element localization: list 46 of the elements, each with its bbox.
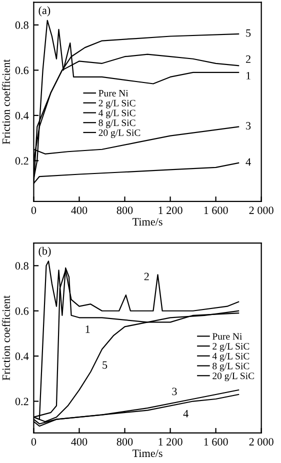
x-tick-label: 1 600 (204, 206, 228, 214)
annotation: 5 (102, 361, 108, 369)
legend-label: Pure Ni (98, 90, 128, 97)
legend-label: 4 g/L SiC (98, 110, 136, 118)
legend-label: 8 g/L SiC (98, 120, 136, 128)
annotation: 4 (246, 158, 251, 166)
annotation: 1 (246, 72, 250, 80)
x-tick-label: 400 (71, 206, 88, 214)
x-tick-label: 0 (31, 438, 36, 446)
y-tick-label: 0.4 (15, 112, 29, 120)
x-axis-title: Time/s (132, 450, 162, 458)
x-tick-label: 1 600 (204, 438, 228, 446)
annotation: 4 (183, 410, 188, 418)
y-tick-label: 0.4 (15, 352, 29, 360)
y-tick-label: 0.2 (15, 398, 28, 406)
annotation: 3 (246, 122, 251, 130)
y-tick-label: 0.2 (15, 157, 28, 165)
legend-label: 20 g/L SiC (212, 372, 254, 382)
legend-label: 20 g/L SiC (98, 129, 140, 138)
y-tick-label: 0.6 (15, 66, 29, 74)
x-tick-label: 800 (116, 438, 133, 446)
x-tick-label: 2 000 (249, 206, 274, 214)
legend-label: 2 g/L SiC (212, 343, 250, 352)
legend-label: 8 g/L SiC (212, 362, 250, 372)
x-tick-label: 800 (116, 206, 133, 214)
annotation: (a) (38, 6, 50, 16)
y-axis-title: Friction coefficient (2, 295, 10, 380)
y-tick-label: 0.8 (15, 262, 28, 270)
y-tick-label: 0.8 (15, 21, 28, 29)
annotation: (b) (38, 246, 51, 257)
legend-label: Pure Ni (212, 333, 242, 340)
y-tick-label: 0.6 (15, 307, 29, 315)
annotation: 5 (246, 29, 251, 37)
annotation: 1 (86, 325, 90, 333)
x-tick-label: 1 200 (158, 206, 182, 214)
annotation: 2 (246, 55, 250, 63)
x-tick-label: 400 (71, 438, 88, 446)
annotation: 3 (172, 388, 177, 396)
x-tick-label: 1 200 (158, 438, 182, 446)
annotation: 2 (144, 272, 149, 280)
x-tick-label: 2 000 (249, 438, 274, 446)
x-axis-title: Time/s (132, 218, 162, 226)
legend-label: 2 g/L SiC (98, 100, 136, 108)
y-axis-title: Friction coefficient (2, 59, 10, 144)
x-tick-label: 0 (31, 206, 36, 214)
legend-label: 4 g/L SiC (212, 352, 250, 362)
